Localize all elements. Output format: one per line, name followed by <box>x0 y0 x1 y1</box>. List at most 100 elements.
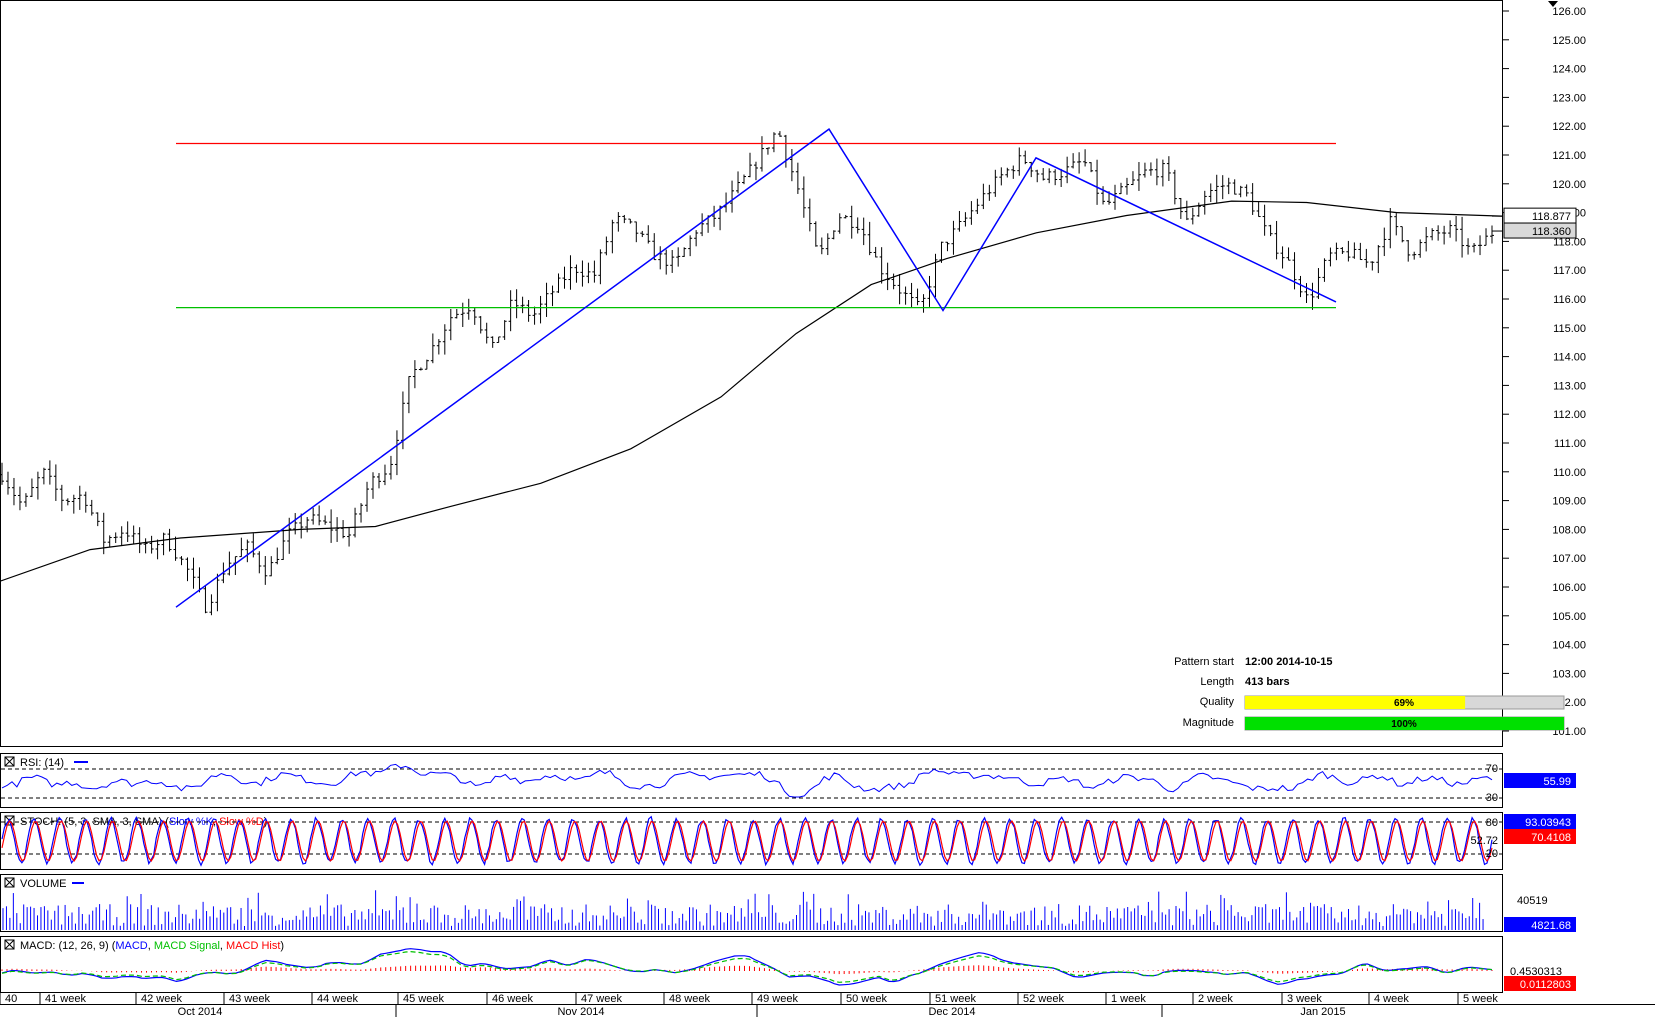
price-bar <box>1478 235 1483 256</box>
price-bar <box>1286 247 1291 261</box>
price-bar <box>1190 207 1195 225</box>
price-tick-label: 104.00 <box>1552 640 1586 652</box>
price-bar <box>783 134 788 168</box>
price-bar <box>1113 184 1118 210</box>
price-bar <box>323 515 328 525</box>
price-bar <box>1011 165 1016 179</box>
price-tick-label: 108.00 <box>1552 524 1586 536</box>
week-label: 50 week <box>846 993 887 1005</box>
price-bar <box>125 521 130 542</box>
week-label: 44 week <box>317 993 358 1005</box>
price-bar <box>353 507 358 538</box>
price-bar <box>969 201 974 225</box>
price-bar <box>113 532 118 544</box>
price-bar <box>59 484 64 512</box>
stoch-k-badge-bg <box>1504 814 1576 829</box>
price-bar <box>993 169 998 197</box>
price-tick-label: 126.00 <box>1552 6 1586 18</box>
price-bar <box>1136 162 1141 191</box>
rsi-level-70: 70 <box>1486 763 1498 775</box>
price-bar <box>1172 169 1177 205</box>
price-bar <box>771 132 776 153</box>
week-label: 43 week <box>229 993 270 1005</box>
price-bar <box>712 205 717 227</box>
pattern-zigzag <box>175 128 1337 608</box>
week-label: 3 week <box>1287 993 1322 1005</box>
price-bar <box>1292 252 1297 290</box>
price-bar <box>17 486 22 511</box>
price-bar <box>1346 240 1351 262</box>
volume-badge-bg <box>1504 917 1576 932</box>
price-bar <box>753 161 758 181</box>
price-bar <box>251 533 256 558</box>
price-bar <box>418 367 423 371</box>
price-bar <box>598 249 603 285</box>
price-bar <box>1364 248 1369 268</box>
price-bar <box>1101 186 1106 205</box>
price-bars <box>0 131 1494 616</box>
price-bar <box>963 212 968 227</box>
price-bar <box>1089 162 1094 173</box>
price-bar <box>628 218 633 224</box>
price-tick-label: 110.00 <box>1553 467 1586 479</box>
price-bar <box>472 308 477 325</box>
rsi-badge-bg <box>1504 773 1576 788</box>
price-bar <box>526 299 531 322</box>
price-bar <box>592 260 597 283</box>
price-bar <box>807 198 812 232</box>
price-bar <box>975 198 980 214</box>
price-bar <box>1232 179 1237 195</box>
price-bar <box>388 455 393 480</box>
price-bar <box>1160 159 1165 187</box>
price-bar <box>179 556 184 566</box>
price-bar <box>1047 168 1052 184</box>
price-bar <box>1214 174 1219 203</box>
price-bar <box>1035 169 1040 183</box>
price-bar <box>1124 177 1129 195</box>
price-bar <box>849 205 854 239</box>
price-bar <box>1071 153 1076 169</box>
month-label: Dec 2014 <box>928 1006 975 1017</box>
price-bar <box>424 359 429 370</box>
price-tick-label: 114.00 <box>1553 352 1586 364</box>
price-bar <box>341 520 346 539</box>
price-bar <box>759 136 764 172</box>
price-bar <box>293 513 298 535</box>
price-bar <box>831 230 836 240</box>
week-label: 5 week <box>1463 993 1498 1005</box>
price-bar <box>610 219 615 254</box>
stoch-d-line <box>1 819 1493 863</box>
stoch-d-badge: 70.4108 <box>1531 832 1571 844</box>
price-bar <box>550 285 555 307</box>
month-label: Oct 2014 <box>178 1006 223 1017</box>
price-bar <box>508 290 513 332</box>
price-bar <box>1059 168 1064 187</box>
price-bar <box>682 247 687 257</box>
price-bar <box>77 485 82 510</box>
price-bar <box>795 162 800 194</box>
price-bar <box>23 493 28 507</box>
price-bar <box>951 220 956 255</box>
pattern-info-box: Pattern start 12:00 2014-10-15 Length 41… <box>1174 656 1565 731</box>
scroll-down-icon[interactable] <box>1548 1 1558 7</box>
price-bar <box>867 221 872 256</box>
macd-close-icon-cross <box>4 939 15 950</box>
price-bar <box>317 505 322 526</box>
price-bar <box>873 246 878 258</box>
price-bar <box>394 430 399 476</box>
price-bar <box>1454 216 1459 242</box>
price-bar <box>747 152 752 178</box>
volume-bars <box>2 890 1484 930</box>
price-bar <box>664 249 669 275</box>
price-bar <box>430 333 435 364</box>
price-bar <box>454 308 459 319</box>
price-bar <box>484 322 489 344</box>
macd-panel: MACD: (12, 26, 9) (MACD, MACD Signal, MA… <box>1 939 1576 991</box>
price-bar <box>53 464 58 501</box>
price-bar <box>843 214 848 219</box>
price-bar <box>1418 239 1423 258</box>
price-bar <box>1442 225 1447 245</box>
price-bar <box>1118 182 1123 195</box>
price-bar <box>1310 282 1315 310</box>
